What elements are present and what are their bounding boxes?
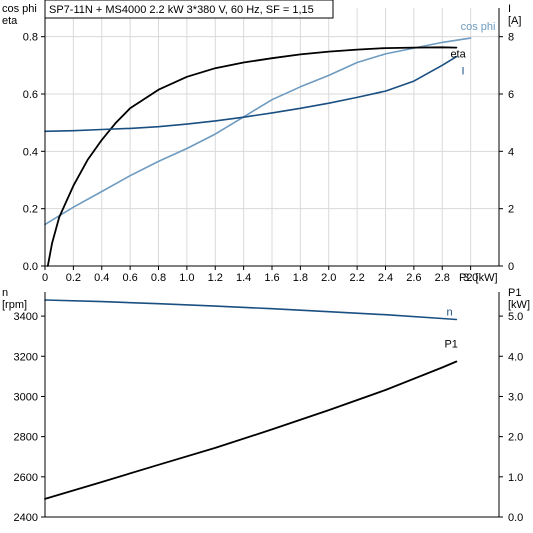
right-tick-label-5-0-bottom: 5.0 xyxy=(508,311,523,323)
left-tick-label-2800-bottom: 2800 xyxy=(14,432,38,444)
right-tick-label-4-0-bottom: 4.0 xyxy=(508,351,523,363)
series-label-p1: P1 xyxy=(444,339,457,351)
x-axis-label: P2 [kW] xyxy=(459,272,498,284)
left-tick-label-2400-bottom: 2400 xyxy=(14,512,38,524)
left-tick-label-3400-bottom: 3400 xyxy=(14,311,38,323)
series-line-n xyxy=(44,299,458,321)
left-tick-label-0-2-top: 0.2 xyxy=(23,204,38,216)
left-tick-label-0-6-top: 0.6 xyxy=(23,89,38,101)
x-tick-label-2-2: 2.2 xyxy=(349,272,364,284)
right-tick-label-8-top: 8 xyxy=(508,32,514,44)
right-tick-label-6-top: 6 xyxy=(508,89,514,101)
x-tick-label-1-2: 1.2 xyxy=(208,272,223,284)
right-axis-label-p1-bottom: P1 xyxy=(508,287,521,299)
x-tick-label-0-6: 0.6 xyxy=(122,272,137,284)
left-axis-label-eta-top: eta xyxy=(2,15,18,27)
right-tick-label-4-top: 4 xyxy=(508,146,514,158)
left-tick-label-2600-bottom: 2600 xyxy=(14,472,38,484)
right-tick-label-0-0-bottom: 0.0 xyxy=(508,512,523,524)
right-tick-label-3-0-bottom: 3.0 xyxy=(508,391,523,403)
series-line-p1 xyxy=(44,360,458,500)
x-tick-label-2-4: 2.4 xyxy=(378,272,393,284)
x-tick-label-2-8: 2.8 xyxy=(435,272,450,284)
chart-title-box xyxy=(44,0,334,19)
left-tick-label-3200-bottom: 3200 xyxy=(14,351,38,363)
x-tick-label-0-4: 0.4 xyxy=(94,272,109,284)
left-tick-label-0-4-top: 0.4 xyxy=(23,146,38,158)
x-tick-label-0-8: 0.8 xyxy=(151,272,166,284)
left-axis-label-n-bottom: n xyxy=(2,287,8,299)
x-tick-label-1-4: 1.4 xyxy=(236,272,251,284)
x-tick-label-0-2: 0.2 xyxy=(66,272,81,284)
series-line-cos-phi xyxy=(44,37,472,226)
left-axis-label-cos-phi-top: cos phi xyxy=(2,3,37,15)
series-label-i: I xyxy=(461,66,464,78)
x-tick-label-2-6: 2.6 xyxy=(406,272,421,284)
x-tick-label-2-0: 2.0 xyxy=(321,272,336,284)
right-tick-label-1-0-bottom: 1.0 xyxy=(508,472,523,484)
left-axis-label-rpm-bottom: [rpm] xyxy=(2,299,27,311)
chart-title: SP7-11N + MS4000 2.2 kW 3*380 V, 60 Hz, … xyxy=(49,4,314,16)
x-tick-label-3-0: 3.0 xyxy=(463,272,478,284)
series-label-eta: eta xyxy=(450,49,466,61)
series-label-cos-phi: cos phi xyxy=(461,21,496,33)
right-tick-label-2-top: 2 xyxy=(508,204,514,216)
series-line-i xyxy=(44,55,458,133)
x-tick-label-1-0: 1.0 xyxy=(179,272,194,284)
right-axis-label-a-top: [A] xyxy=(508,15,521,27)
right-tick-label-0-top: 0 xyxy=(508,261,514,273)
left-tick-label-0-0-top: 0.0 xyxy=(23,261,38,273)
x-tick-label-0: 0 xyxy=(42,272,48,284)
left-tick-label-3000-bottom: 3000 xyxy=(14,391,38,403)
x-tick-label-1-6: 1.6 xyxy=(264,272,279,284)
right-axis-label-i-top: I xyxy=(508,3,511,15)
right-tick-label-2-0-bottom: 2.0 xyxy=(508,432,523,444)
left-tick-label-0-8-top: 0.8 xyxy=(23,32,38,44)
right-axis-label-kw-bottom: [kW] xyxy=(508,299,530,311)
x-tick-label-1-8: 1.8 xyxy=(293,272,308,284)
series-label-n: n xyxy=(446,307,452,319)
series-line-eta xyxy=(46,46,458,267)
